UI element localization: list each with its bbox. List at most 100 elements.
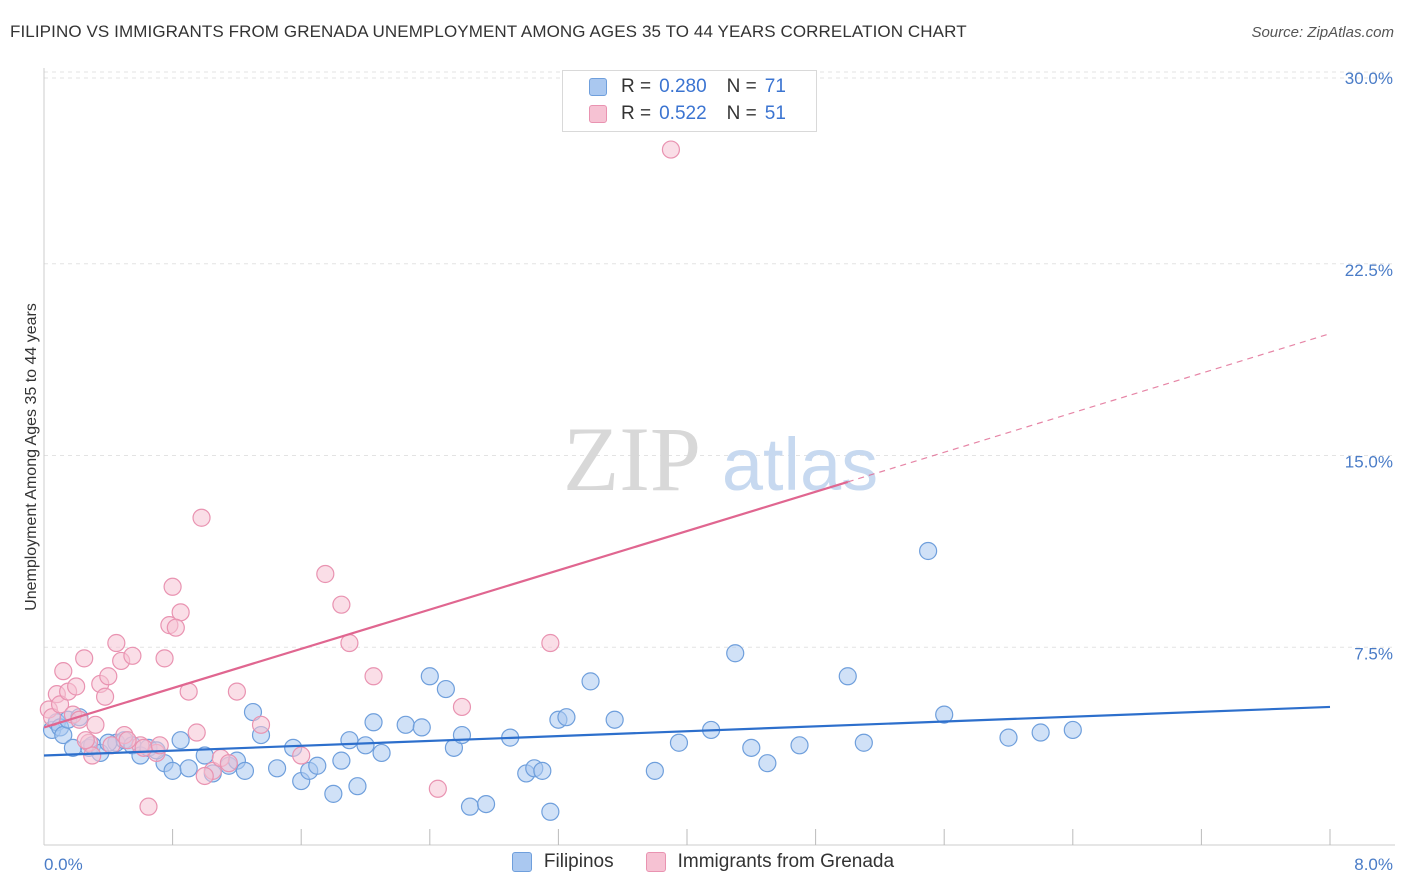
grenada-point — [195, 766, 214, 786]
filipino-point — [935, 705, 954, 724]
bottom-legend-swatch-blue — [511, 852, 532, 872]
grenada-point — [227, 682, 246, 701]
grenada-point — [75, 649, 94, 668]
filipino-point — [171, 731, 190, 750]
grenada-trend-extension — [847, 333, 1331, 483]
grenada-point — [118, 731, 137, 750]
grenada-point — [155, 649, 174, 668]
grenada-point — [661, 140, 681, 159]
filipino-point — [1031, 723, 1050, 742]
filipino-point — [396, 715, 415, 734]
watermark-atlas: atlas — [722, 423, 878, 506]
filipino-point — [324, 784, 343, 803]
filipino-point — [436, 679, 455, 699]
filipino-point — [758, 754, 777, 773]
bottom-legend-swatch-pink — [645, 852, 666, 872]
filipino-point — [308, 756, 327, 775]
grid-layer — [44, 71, 1395, 648]
filipino-point — [1063, 720, 1082, 740]
filipino-point — [412, 718, 431, 737]
grenada-point — [364, 667, 383, 686]
legend-r-value: 0.522 — [659, 103, 707, 124]
legend-swatch-pink — [589, 105, 607, 123]
bottom-legend-filipinos[interactable]: Filipinos — [511, 851, 614, 873]
filipino-point — [348, 777, 367, 796]
grenada-point — [452, 697, 472, 717]
filipino-point — [581, 672, 600, 691]
grenada-point — [54, 662, 73, 681]
grenada-point — [150, 736, 169, 755]
chart-title: FILIPINO VS IMMIGRANTS FROM GRENADA UNEM… — [10, 22, 967, 41]
bottom-legend: Filipinos Immigrants from Grenada — [0, 851, 1406, 873]
legend-swatch-blue — [589, 78, 607, 96]
grenada-point — [171, 603, 190, 622]
legend-n-value: 71 — [764, 76, 786, 97]
legend-r-value: 0.280 — [659, 76, 707, 97]
filipino-point — [179, 759, 198, 778]
points-layer — [39, 140, 1082, 821]
grenada-point — [83, 746, 102, 765]
axis-layer — [43, 68, 1395, 846]
filipino-point — [854, 733, 873, 752]
grenada-point — [166, 618, 185, 637]
grenada-point — [99, 667, 118, 686]
filipino-point — [557, 708, 576, 727]
filipino-trend-line — [43, 705, 1331, 757]
legend-n-value: 51 — [764, 103, 786, 124]
grenada-point — [95, 687, 115, 706]
legend-n-label: N = — [726, 103, 757, 124]
filipino-point — [919, 541, 938, 561]
bottom-legend-label: Filipinos — [543, 851, 614, 872]
grenada-trend-line — [43, 480, 849, 729]
watermark-zip: ZIP — [563, 408, 701, 510]
watermark: ZIP atlas — [563, 408, 878, 510]
grenada-point — [67, 677, 86, 696]
y-axis-title: Unemployment Among Ages 35 to 44 years — [23, 303, 40, 611]
grenada-point — [428, 779, 447, 798]
legend-row-filipinos: R = 0.280 N = 71 — [589, 74, 786, 100]
filipino-point — [726, 644, 745, 663]
filipino-point — [332, 751, 351, 770]
grenada-point — [50, 695, 70, 714]
filipino-point — [340, 731, 359, 750]
filipino-point — [605, 710, 624, 729]
source-label: Source: ZipAtlas.com — [1251, 24, 1394, 41]
grenada-point — [76, 731, 95, 750]
grenada-point — [292, 746, 311, 765]
filipino-point — [645, 761, 664, 780]
y-tick-label: 22.5% — [1345, 261, 1393, 280]
filipino-point — [533, 761, 552, 780]
filipino-point — [999, 728, 1018, 747]
grenada-point — [187, 723, 206, 742]
grenada-point — [541, 633, 560, 653]
filipino-point — [267, 759, 287, 778]
filipino-point — [420, 667, 439, 686]
filipino-point — [163, 761, 182, 780]
grenada-point — [139, 797, 158, 816]
grenada-point — [123, 646, 142, 665]
grenada-point — [134, 738, 153, 757]
filipino-point — [460, 797, 480, 816]
filipino-point — [838, 667, 857, 686]
grenada-point — [192, 508, 211, 527]
legend-n-label: N = — [726, 76, 757, 97]
filipino-point — [790, 736, 809, 755]
filipino-point — [364, 713, 383, 732]
grenada-point — [219, 754, 238, 773]
y-tick-labels: 7.5% 15.0% 22.5% 30.0% — [1345, 69, 1393, 663]
grenada-point — [107, 633, 126, 653]
filipino-point — [243, 702, 263, 722]
filipino-point — [476, 794, 496, 814]
filipino-point — [356, 736, 375, 755]
bottom-legend-grenada[interactable]: Immigrants from Grenada — [645, 851, 895, 873]
bottom-legend-label: Immigrants from Grenada — [677, 851, 895, 872]
grenada-point — [86, 715, 105, 734]
filipino-point — [669, 733, 689, 752]
x-tick-label-min: 0.0% — [44, 855, 83, 874]
legend: R = 0.280 N = 71 R = 0.522 N = 51 — [562, 70, 817, 132]
filipino-point — [372, 743, 391, 763]
legend-r-label: R = — [621, 103, 652, 124]
legend-r-label: R = — [621, 76, 652, 97]
grenada-point — [251, 715, 271, 734]
trend-layer — [43, 333, 1331, 757]
